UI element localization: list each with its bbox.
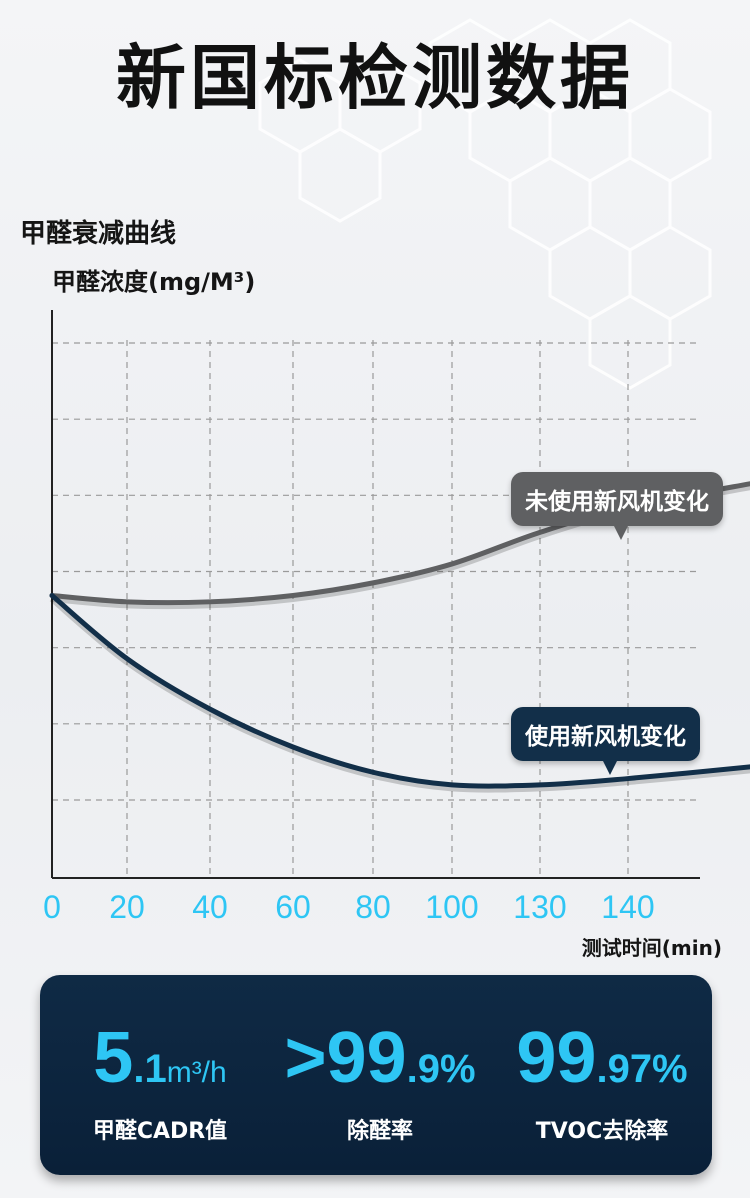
- y-axis-label: 甲醛浓度(mg/M³): [52, 268, 256, 296]
- stat-tvoc-removal-value: 99.97%: [516, 1018, 688, 1098]
- page-title: 新国标检测数据: [116, 37, 634, 119]
- x-axis-label: 测试时间(min): [581, 936, 722, 960]
- chart-grid: [52, 340, 700, 878]
- x-tick-label: 130: [513, 889, 566, 925]
- x-tick-label: 20: [109, 889, 145, 925]
- x-tick-label: 0: [43, 889, 61, 925]
- stat-formaldehyde-removal-value: >99.9%: [284, 1018, 476, 1098]
- decay-chart: 0 20 40 60 80 100 130 140: [43, 310, 750, 925]
- x-tick-label: 100: [425, 889, 478, 925]
- stat-cadr-value: 5.1m³/h: [93, 1018, 227, 1098]
- stat-cadr-label: 甲醛CADR值: [92, 1119, 228, 1144]
- stat-tvoc-removal: 99.97% TVOC去除率: [502, 975, 702, 1175]
- stat-cadr: 5.1m³/h 甲醛CADR值: [60, 975, 260, 1175]
- x-tick-labels: 0 20 40 60 80 100 130 140: [43, 889, 655, 925]
- stats-panel: 5.1m³/h 甲醛CADR值 >99.9% 除醛率 99.97% TVOC去除…: [40, 975, 712, 1175]
- x-tick-label: 60: [275, 889, 311, 925]
- x-tick-label: 140: [601, 889, 654, 925]
- x-tick-label: 40: [192, 889, 228, 925]
- x-tick-label: 80: [355, 889, 391, 925]
- series-label-without-fan: 未使用新风机变化: [511, 472, 723, 540]
- stat-formaldehyde-removal: >99.9% 除醛率: [275, 975, 485, 1175]
- stat-tvoc-removal-label: TVOC去除率: [535, 1119, 669, 1144]
- series-line-with-fan: [49, 593, 750, 789]
- series-line-with-fan-shadow: [49, 595, 750, 793]
- chart-title: 甲醛衰减曲线: [20, 219, 177, 249]
- stat-formaldehyde-removal-label: 除醛率: [346, 1119, 413, 1144]
- series-label-with-fan: 使用新风机变化: [511, 707, 700, 775]
